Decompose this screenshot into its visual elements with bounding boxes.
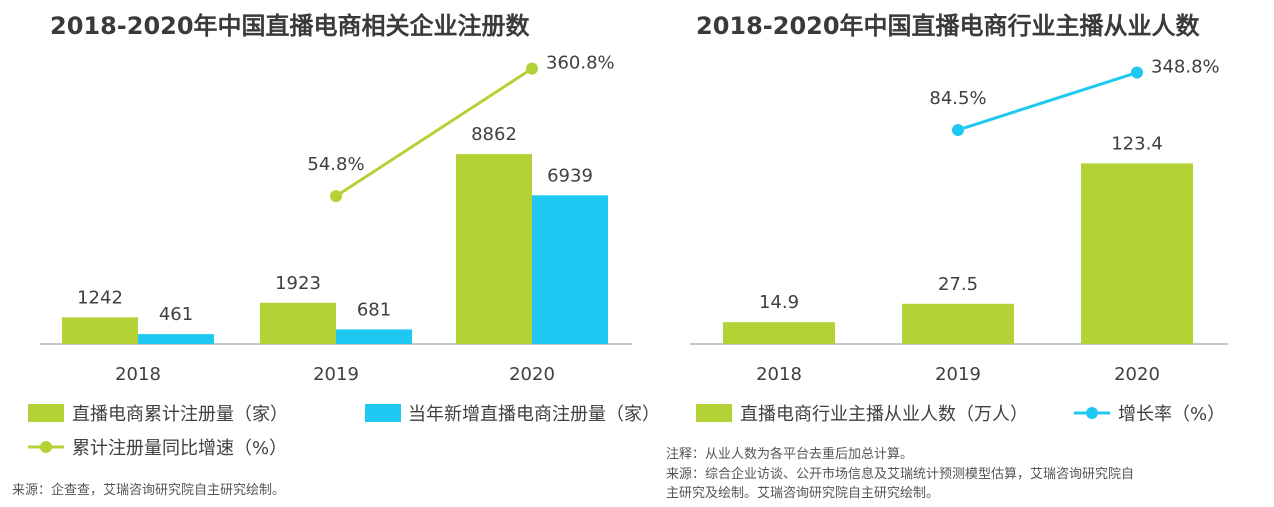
chart1-title: 2018-2020年中国直播电商相关企业注册数	[50, 12, 531, 40]
chart2-bar	[1081, 163, 1193, 344]
chart2-x-tick: 2019	[935, 364, 981, 385]
legend-swatch-anchors	[696, 404, 732, 422]
legend-swatch-cumulative	[28, 404, 64, 422]
chart2-bar-label: 27.5	[938, 274, 978, 295]
chart1-bar	[456, 154, 532, 344]
chart1-bar-label: 1923	[275, 273, 321, 294]
chart1-bar-label: 681	[357, 299, 391, 320]
chart1-growth-point	[330, 190, 342, 203]
legend-label-cumulative: 直播电商累计注册量（家）	[72, 404, 288, 425]
chart1-growth-label: 360.8%	[546, 53, 615, 74]
chart1-bar	[62, 317, 138, 344]
chart1-bar-label: 461	[159, 304, 193, 325]
chart2-source: 来源：综合企业访谈、公开市场信息及艾瑞统计预测模型估算，艾瑞咨询研究院自	[666, 466, 1134, 482]
chart2-bar	[902, 303, 1014, 344]
chart1-bar-label: 8862	[471, 124, 517, 145]
chart2-growth-label: 84.5%	[929, 88, 986, 109]
chart2-growth-line	[957, 71, 1138, 132]
chart1-source: 来源：企查查，艾瑞咨询研究院自主研究绘制。	[12, 482, 285, 498]
chart1-growth-point	[526, 62, 538, 75]
legend-marker-growth1	[40, 441, 52, 453]
legend-label-growth2: 增长率（%）	[1118, 404, 1225, 425]
chart1-bar	[138, 334, 214, 344]
chart2-bar	[723, 322, 835, 344]
chart2-x-tick: 2020	[1114, 364, 1160, 385]
legend-label-growth1: 累计注册量同比增速（%）	[72, 438, 287, 459]
chart2-source-cont: 主研究及绘制。艾瑞咨询研究院自主研究绘制。	[666, 486, 939, 501]
chart2-growth-label: 348.8%	[1151, 57, 1220, 78]
chart1-growth-line	[335, 67, 533, 198]
chart1-bar-label: 1242	[77, 287, 123, 308]
chart2-growth-point	[952, 123, 964, 136]
chart1-x-tick: 2018	[115, 364, 161, 385]
chart2-note: 注释：从业人数为各平台去重后加总计算。	[666, 446, 913, 462]
legend-label-new: 当年新增直播电商注册量（家）	[408, 404, 660, 425]
legend-swatch-new	[365, 404, 401, 422]
chart1-growth-label: 54.8%	[307, 154, 364, 175]
chart2-title: 2018-2020年中国直播电商行业主播从业人数	[696, 12, 1201, 40]
chart1-bar	[260, 302, 336, 344]
chart2-bar-label: 14.9	[759, 292, 799, 313]
chart1-bar-label: 6939	[547, 165, 593, 186]
chart2-x-tick: 2018	[756, 364, 802, 385]
chart2-growth-point	[1131, 66, 1143, 79]
chart-marks: 1242 1923 8862 461 681 6939 54.8% 360.8% 14.9 27.…	[62, 53, 1220, 344]
legend-label-anchors: 直播电商行业主播从业人数（万人）	[740, 404, 1028, 425]
chart1-x-tick: 2019	[313, 364, 359, 385]
chart2-bar-label: 123.4	[1111, 133, 1163, 154]
chart1-bar	[532, 195, 608, 344]
chart1-x-tick: 2020	[509, 364, 555, 385]
chart1-bar	[336, 329, 412, 344]
legend-marker-growth2	[1086, 407, 1098, 419]
